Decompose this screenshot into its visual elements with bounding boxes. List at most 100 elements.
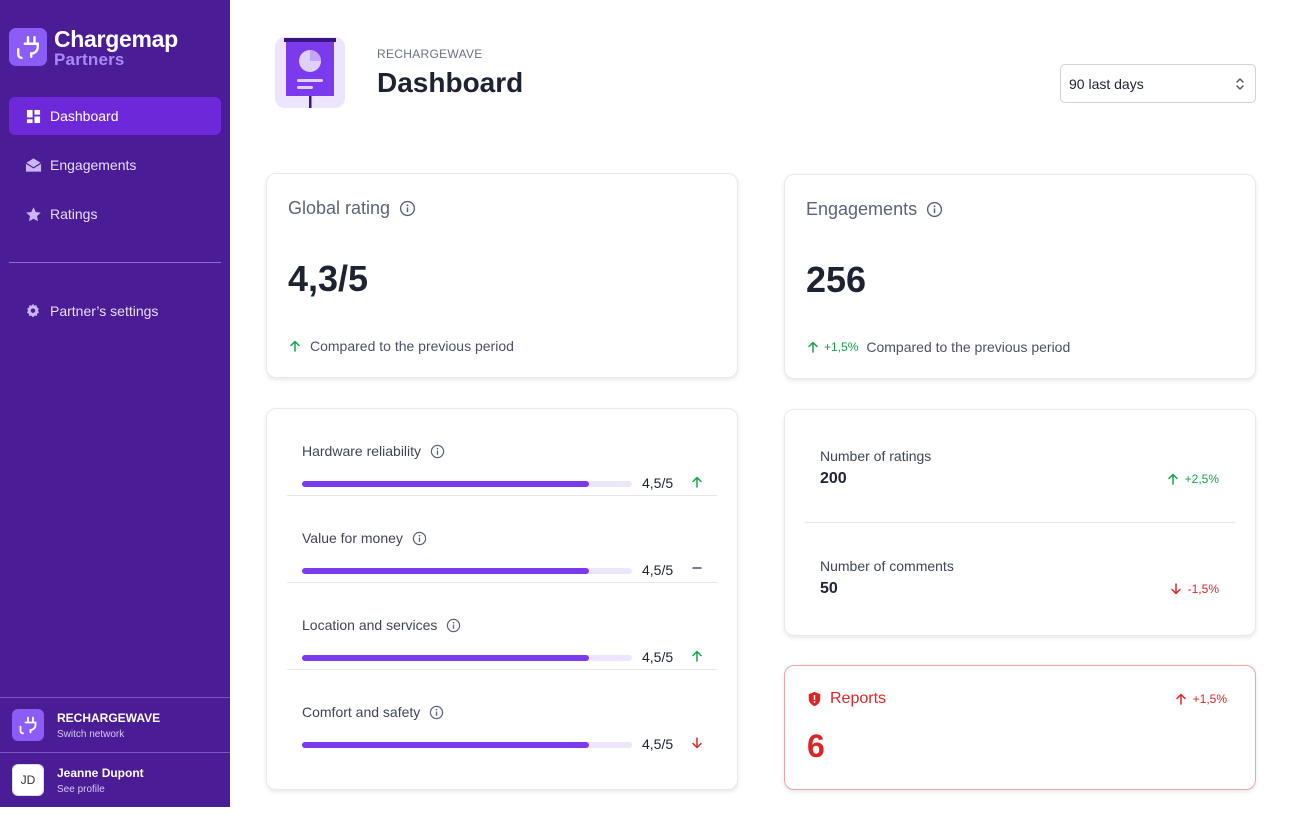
divider bbox=[287, 582, 717, 583]
criterion-label: Location and services bbox=[302, 617, 438, 633]
criterion-value-for-money: Value for money 4,5/5 bbox=[287, 496, 717, 583]
avatar: JD bbox=[12, 764, 44, 796]
info-icon[interactable] bbox=[430, 444, 445, 459]
criterion-bar bbox=[302, 742, 632, 748]
nav-divider bbox=[9, 262, 221, 263]
reports-card[interactable]: Reports 6 +1,5% bbox=[784, 665, 1256, 790]
reports-delta: +1,5% bbox=[1192, 692, 1227, 706]
arrow-down-icon bbox=[1169, 582, 1183, 596]
stats-card: Number of ratings 200 +2,5% Number of co… bbox=[784, 409, 1256, 636]
arrow-up-icon bbox=[690, 475, 704, 494]
info-icon[interactable] bbox=[412, 531, 427, 546]
arrow-up-icon bbox=[1166, 472, 1180, 486]
sidebar: Chargemap Partners Dashboard Engagements… bbox=[0, 0, 230, 807]
criterion-score: 4,5/5 bbox=[642, 649, 674, 665]
criterion-label: Value for money bbox=[302, 530, 403, 546]
page-title: Dashboard bbox=[377, 67, 524, 98]
criterion-label: Comfort and safety bbox=[302, 704, 421, 720]
compare-text: Compared to the previous period bbox=[866, 339, 1071, 355]
criterion-comfort-and-safety: Comfort and safety 4,5/5 bbox=[287, 670, 717, 757]
global-rating-title: Global rating bbox=[288, 198, 416, 219]
ratings-count-value: 200 bbox=[820, 470, 847, 487]
info-icon[interactable] bbox=[446, 618, 461, 633]
presentation-chart-icon bbox=[275, 37, 345, 108]
sidebar-item-dashboard[interactable]: Dashboard bbox=[9, 97, 221, 135]
sidebar-item-label: Dashboard bbox=[50, 108, 119, 124]
ratings-trend: +2,5% bbox=[1166, 472, 1219, 486]
criterion-bar bbox=[302, 568, 632, 574]
comments-trend: -1,5% bbox=[1169, 582, 1219, 596]
criterion-score: 4,5/5 bbox=[642, 475, 674, 491]
user-name: Jeanne Dupont bbox=[57, 765, 144, 780]
criterion-bar-fill bbox=[302, 481, 590, 487]
envelope-open-icon bbox=[24, 156, 42, 174]
criterion-bar bbox=[302, 481, 632, 487]
card-title-text: Global rating bbox=[288, 198, 391, 218]
gear-icon bbox=[24, 302, 42, 320]
dashboard-icon bbox=[24, 107, 42, 125]
reports-value: 6 bbox=[807, 728, 825, 764]
reports-trend: +1,5% bbox=[1174, 692, 1227, 706]
info-icon[interactable] bbox=[926, 201, 943, 218]
divider bbox=[287, 669, 717, 670]
global-rating-compare: Compared to the previous period bbox=[288, 338, 514, 354]
engagements-card: Engagements 256 +1,5% Compared to the pr… bbox=[784, 174, 1256, 379]
comments-count-label: Number of comments bbox=[820, 558, 954, 574]
sidebar-item-engagements[interactable]: Engagements bbox=[9, 146, 221, 184]
divider bbox=[805, 522, 1235, 523]
arrow-up-icon bbox=[288, 339, 302, 353]
criterion-bar-fill bbox=[302, 742, 590, 748]
period-select-value: 90 last days bbox=[1069, 75, 1144, 92]
main-nav: Dashboard Engagements Ratings bbox=[9, 97, 221, 244]
star-icon bbox=[24, 205, 42, 223]
criterion-location-and-services: Location and services 4,5/5 bbox=[287, 583, 717, 670]
criterion-bar bbox=[302, 655, 632, 661]
ratings-count-label: Number of ratings bbox=[820, 448, 932, 464]
info-icon[interactable] bbox=[429, 705, 444, 720]
sidebar-item-label: Partner’s settings bbox=[50, 303, 159, 319]
info-icon[interactable] bbox=[399, 200, 416, 217]
period-select[interactable]: 90 last days bbox=[1060, 64, 1256, 103]
plug-logo-icon bbox=[9, 28, 47, 66]
shield-alert-icon bbox=[807, 691, 822, 707]
criteria-card: Hardware reliability 4,5/5 Value for mon… bbox=[266, 408, 738, 790]
sidebar-item-label: Ratings bbox=[50, 206, 98, 222]
criterion-bar-fill bbox=[302, 655, 590, 661]
brand-name: Chargemap bbox=[54, 26, 178, 52]
sidebar-item-partner-settings[interactable]: Partner’s settings bbox=[9, 292, 221, 330]
dash-flat-icon bbox=[690, 561, 704, 580]
engagements-title: Engagements bbox=[806, 199, 943, 220]
global-rating-value: 4,3/5 bbox=[288, 258, 369, 299]
global-rating-card: Global rating 4,3/5 Compared to the prev… bbox=[266, 173, 738, 378]
criterion-score: 4,5/5 bbox=[642, 736, 674, 752]
card-title-text: Engagements bbox=[806, 199, 918, 219]
engagements-value: 256 bbox=[806, 259, 867, 300]
compare-text: Compared to the previous period bbox=[310, 338, 514, 354]
criterion-score: 4,5/5 bbox=[642, 562, 674, 578]
switch-network[interactable]: RECHARGEWAVE Switch network bbox=[0, 697, 230, 752]
user-profile[interactable]: JD Jeanne Dupont See profile bbox=[0, 752, 230, 807]
criterion-hardware-reliability: Hardware reliability 4,5/5 bbox=[287, 409, 717, 496]
brand-sub: Partners bbox=[54, 50, 125, 69]
sidebar-item-ratings[interactable]: Ratings bbox=[9, 195, 221, 233]
arrow-up-icon bbox=[1174, 692, 1188, 706]
divider bbox=[287, 495, 717, 496]
ratings-delta: +2,5% bbox=[1184, 472, 1219, 486]
arrow-up-icon bbox=[690, 649, 704, 668]
network-name: RECHARGEWAVE bbox=[57, 710, 161, 725]
see-profile-link[interactable]: See profile bbox=[57, 783, 105, 795]
chevron-up-down-icon bbox=[1235, 76, 1245, 95]
reports-title-text: Reports bbox=[830, 690, 887, 707]
reports-title: Reports bbox=[807, 690, 886, 708]
brand-logo[interactable]: Chargemap Partners bbox=[9, 28, 178, 68]
comments-count-value: 50 bbox=[820, 580, 838, 597]
engagements-compare: +1,5% Compared to the previous period bbox=[806, 339, 1070, 355]
criterion-bar-fill bbox=[302, 568, 590, 574]
arrow-down-icon bbox=[690, 736, 704, 755]
breadcrumb: RECHARGEWAVE bbox=[377, 47, 483, 61]
switch-network-link[interactable]: Switch network bbox=[57, 728, 125, 740]
engagements-delta: +1,5% bbox=[824, 340, 859, 354]
criterion-label: Hardware reliability bbox=[302, 443, 422, 459]
comments-delta: -1,5% bbox=[1187, 582, 1219, 596]
sidebar-item-label: Engagements bbox=[50, 157, 137, 173]
